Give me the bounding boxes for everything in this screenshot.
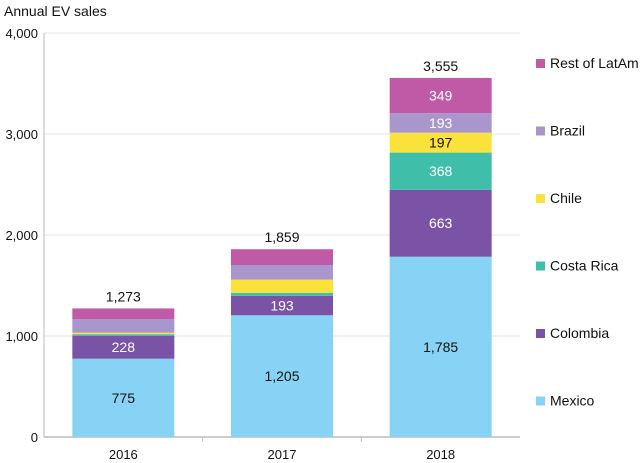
legend-label: Mexico: [550, 393, 595, 409]
y-tick-label: 3,000: [5, 127, 38, 142]
bar-segment: [389, 113, 492, 133]
bar-segment: [389, 256, 492, 437]
bar-segment: [72, 334, 175, 336]
legend-label: Costa Rica: [550, 258, 619, 274]
legend-swatch: [536, 194, 545, 203]
segment-label: 193: [429, 115, 453, 131]
bar-segment: [231, 292, 333, 296]
bar-segment: [231, 264, 333, 280]
segment-label: 1,785: [423, 339, 458, 355]
legend-label: Colombia: [550, 325, 609, 341]
legend-swatch: [536, 329, 545, 338]
legend-swatch: [536, 261, 545, 271]
y-tick-label: 1,000: [5, 329, 38, 344]
segment-label: 775: [112, 390, 136, 406]
legend-swatch: [536, 59, 545, 68]
bar-segment: [231, 249, 333, 265]
bar-segment: [231, 315, 333, 437]
y-tick-label: 4,000: [5, 26, 38, 41]
bar-segment: [389, 189, 492, 257]
x-tick-label: 2017: [268, 447, 297, 462]
segment-label: 1,205: [264, 368, 299, 384]
segment-label: 228: [112, 339, 136, 355]
legend-label: Brazil: [550, 123, 585, 139]
bar-total-label: 3,555: [423, 58, 458, 74]
bar-total-label: 1,859: [264, 229, 299, 245]
legend-label: Chile: [550, 190, 582, 206]
segment-label: 197: [429, 135, 453, 151]
x-tick-label: 2018: [426, 447, 455, 462]
segment-label: 349: [429, 88, 453, 104]
bar-segment: [72, 308, 175, 320]
bar-segment: [72, 332, 175, 335]
legend-label: Rest of LatAm: [550, 55, 639, 71]
bar-segment: [231, 279, 333, 293]
bar-segment: [72, 358, 175, 437]
y-axis: 0 1,000 2,000 3,000 4,000: [5, 26, 45, 445]
bar-total-label: 1,273: [106, 288, 141, 304]
legend-swatch: [536, 396, 545, 406]
legend: Rest of LatAm Brazil Chile Costa Rica Colomb…: [536, 55, 639, 409]
y-tick-label: 2,000: [5, 228, 38, 243]
x-tick-label: 2016: [109, 447, 138, 462]
y-tick-label: 0: [31, 430, 38, 445]
bar-segment: [389, 132, 492, 153]
bar-segment: [231, 295, 333, 316]
legend-swatch: [536, 126, 545, 136]
x-axis: 2016 2017 2018: [109, 437, 455, 462]
bar-segment: [72, 319, 175, 333]
bar-segment: [389, 77, 492, 114]
bar-segment: [389, 152, 492, 190]
y-axis-title: Annual EV sales: [4, 3, 107, 19]
bars: 775 228 1,273 1,205 193 1,859 1,785 663 368 197 19…: [72, 58, 492, 437]
bar-segment: [72, 335, 175, 359]
segment-label: 193: [270, 298, 294, 314]
segment-label: 663: [429, 215, 453, 231]
segment-label: 368: [429, 163, 453, 179]
